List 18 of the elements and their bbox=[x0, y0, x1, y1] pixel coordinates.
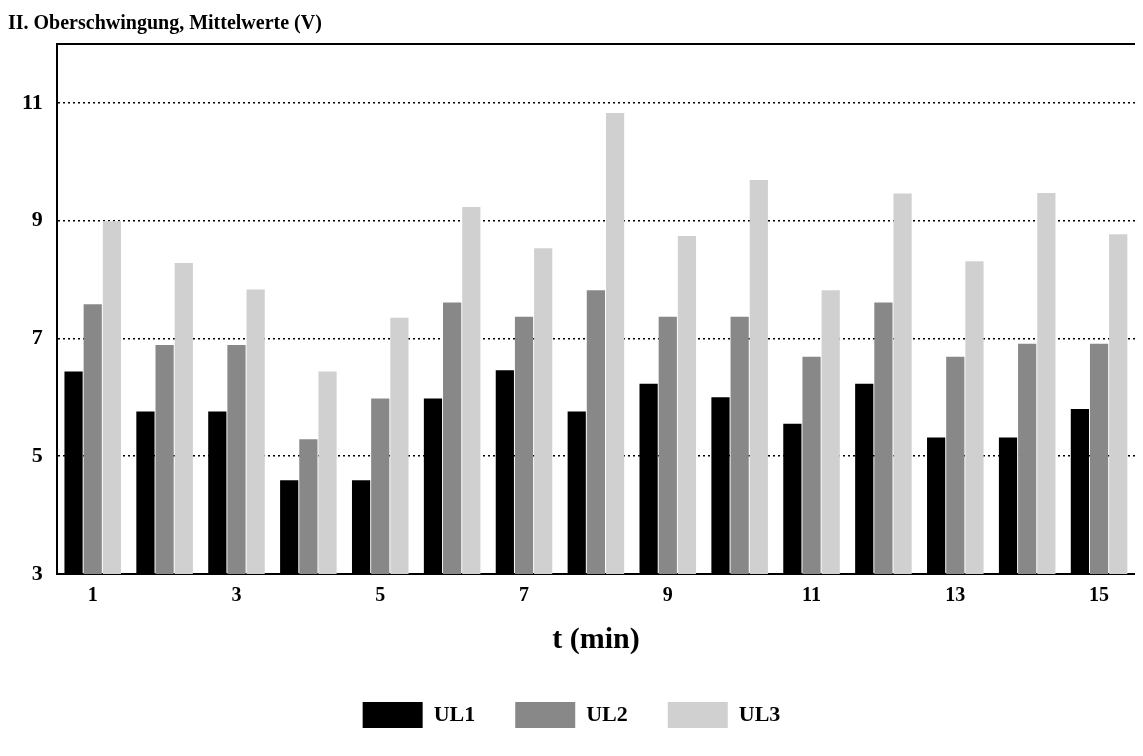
x-tick-label: 7 bbox=[519, 583, 530, 606]
chart-title: II. Oberschwingung, Mittelwerte (V) bbox=[8, 11, 322, 35]
x-tick-label: 9 bbox=[662, 583, 673, 606]
legend-label: UL1 bbox=[433, 700, 476, 726]
legend-label: UL3 bbox=[738, 700, 781, 726]
x-tick-label: 3 bbox=[231, 583, 242, 606]
x-tick-label: 1 bbox=[87, 583, 98, 606]
y-tick-label: 5 bbox=[31, 441, 43, 467]
x-axis-title: t (min) bbox=[552, 620, 640, 655]
y-tick-label: 9 bbox=[31, 206, 43, 232]
x-tick-label: 11 bbox=[802, 583, 821, 606]
y-tick-label: 3 bbox=[31, 559, 43, 585]
legend-label: UL2 bbox=[586, 700, 628, 726]
y-tick-label: 11 bbox=[21, 88, 43, 114]
x-tick-label: 13 bbox=[945, 583, 966, 606]
x-tick-label: 5 bbox=[375, 583, 386, 606]
y-tick-label: 7 bbox=[31, 324, 43, 350]
x-tick-label: 15 bbox=[1089, 583, 1110, 606]
